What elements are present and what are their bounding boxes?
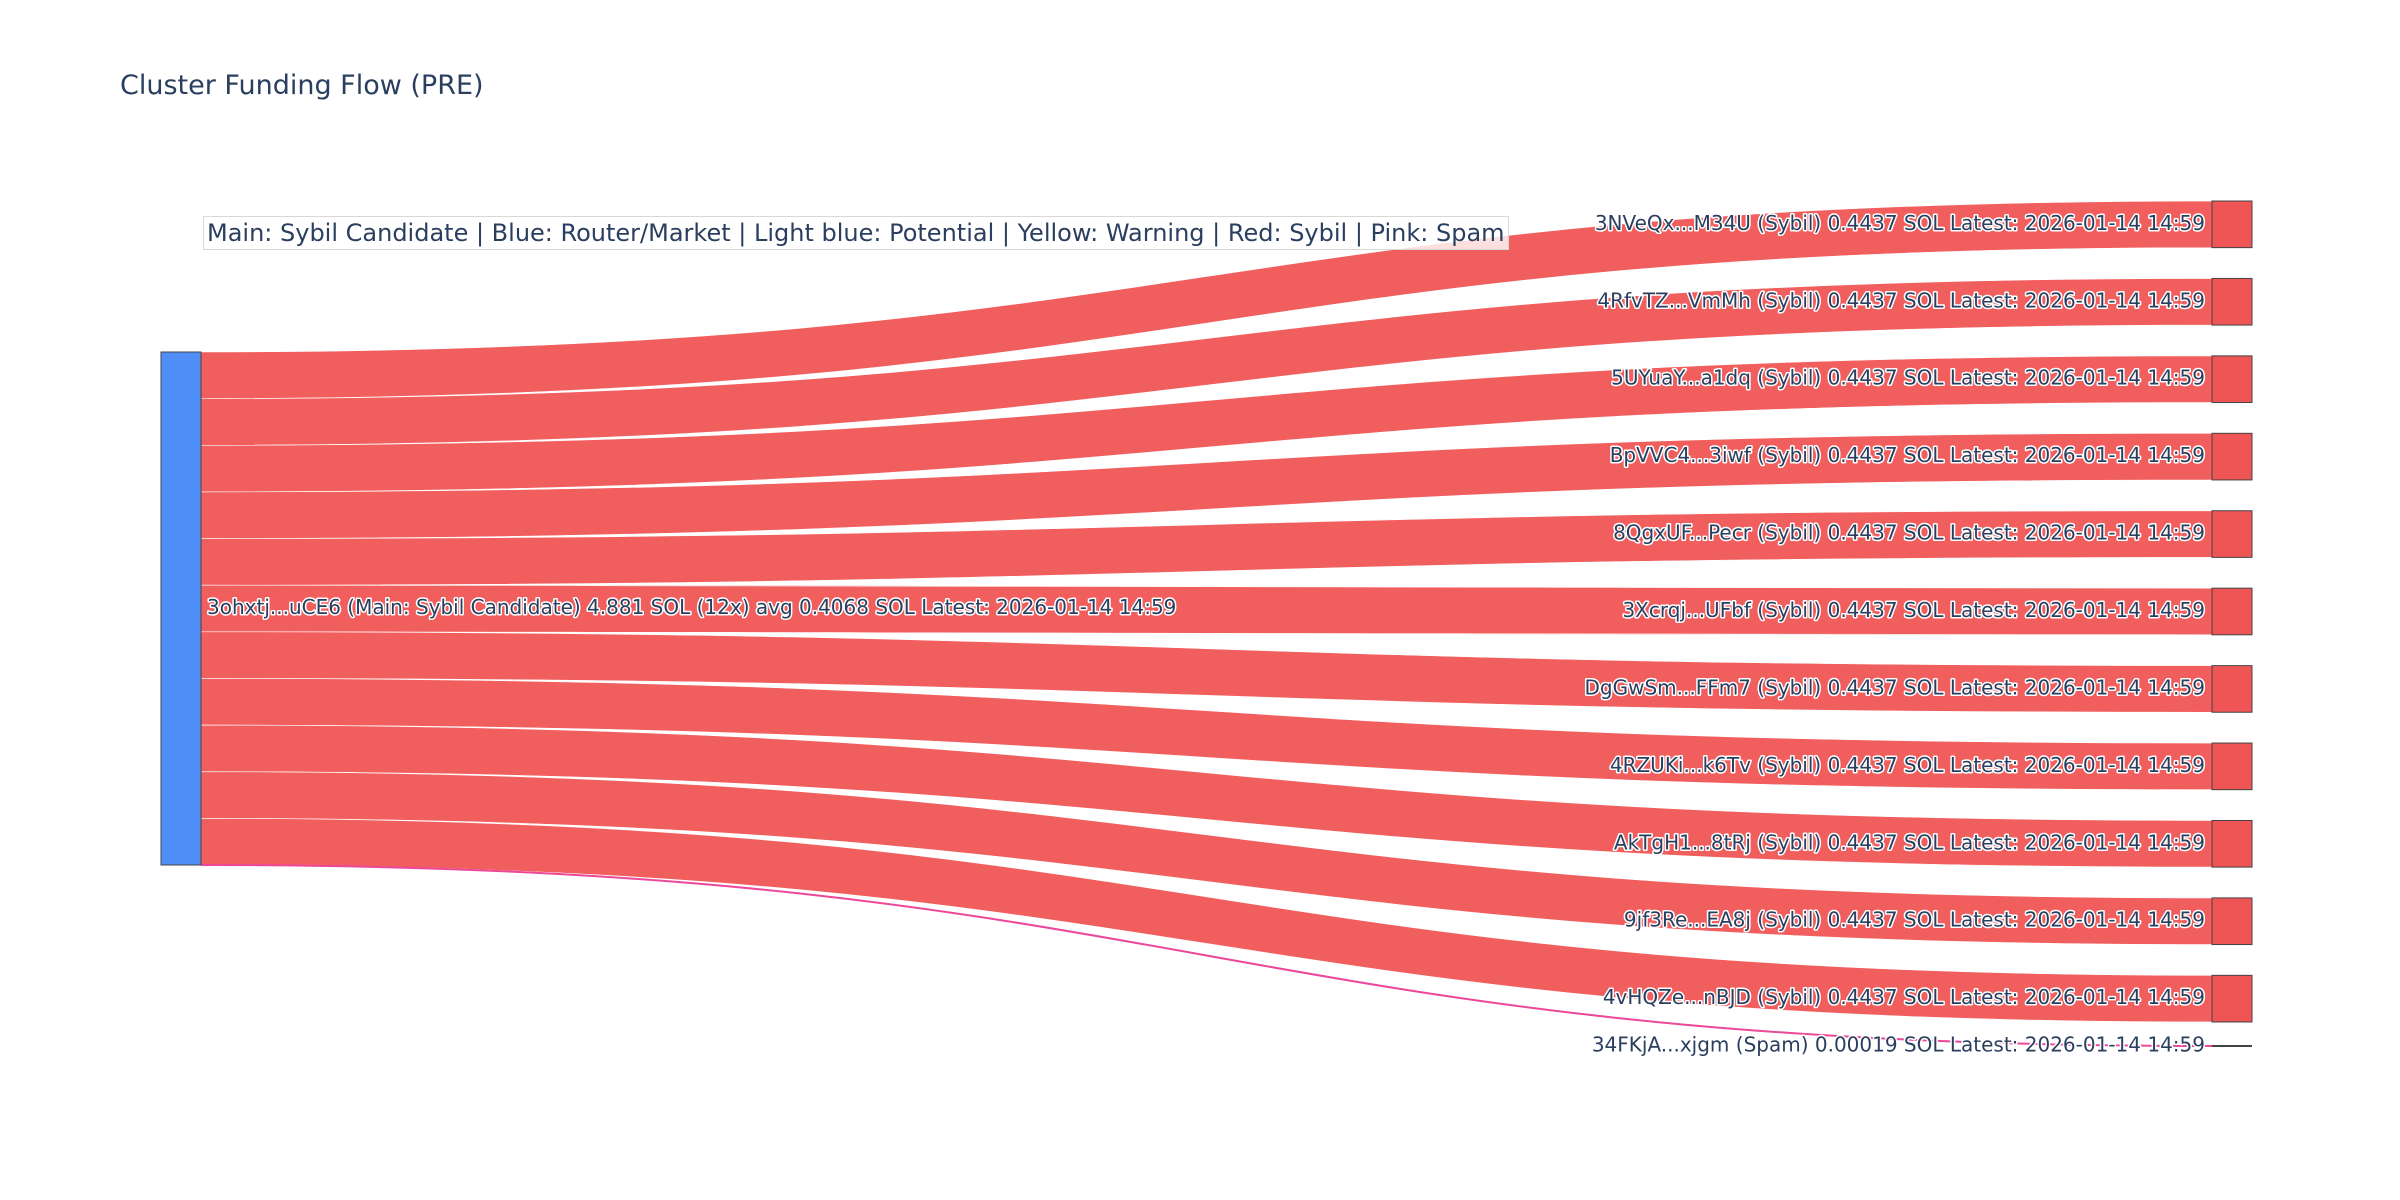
target-node-label: 4vHQZe...nBJD (Sybil) 0.4437 SOL Latest:…: [1603, 985, 2205, 1009]
target-node-label: BpVVC4...3iwf (Sybil) 0.4437 SOL Latest:…: [1610, 443, 2205, 467]
target-node-label: 34FKjA...xjgm (Spam) 0.00019 SOL Latest:…: [1592, 1033, 2205, 1057]
target-node-label: 3Xcrqj...UFbf (Sybil) 0.4437 SOL Latest:…: [1622, 598, 2205, 622]
sankey-labels: 3ohxtj...uCE6 (Main: Sybil Candidate) 4.…: [206, 209, 2207, 1058]
target-node-label: 4RZUKi...k6Tv (Sybil) 0.4437 SOL Latest:…: [1610, 753, 2205, 777]
target-node-label: 9jf3Re...EA8j (Sybil) 0.4437 SOL Latest:…: [1624, 908, 2205, 932]
legend-note: Main: Sybil Candidate | Blue: Router/Mar…: [203, 216, 1509, 250]
sankey-nodes: [160, 200, 2253, 1047]
source-node-label: 3ohxtj...uCE6 (Main: Sybil Candidate) 4.…: [207, 595, 1176, 619]
target-node-label: 8QgxUF...Pecr (Sybil) 0.4437 SOL Latest:…: [1613, 521, 2205, 545]
target-node[interactable]: [2211, 665, 2253, 713]
target-node[interactable]: [2211, 819, 2253, 868]
chart-title: Cluster Funding Flow (PRE): [120, 70, 484, 101]
target-node[interactable]: [2211, 974, 2253, 1023]
flow-link[interactable]: [200, 863, 2213, 1047]
target-node[interactable]: [2211, 742, 2253, 791]
target-node-label: 5UYuaY...a1dq (Sybil) 0.4437 SOL Latest:…: [1611, 366, 2205, 390]
target-node-label: 3NVeQx...M34U (Sybil) 0.4437 SOL Latest:…: [1595, 211, 2205, 235]
target-node[interactable]: [2211, 510, 2253, 558]
sankey-links: [200, 200, 2213, 1047]
target-node[interactable]: [2211, 897, 2253, 946]
target-node-label: 4RfvTZ...VmMh (Sybil) 0.4437 SOL Latest:…: [1597, 288, 2205, 312]
target-node[interactable]: [2211, 432, 2253, 481]
target-node[interactable]: [2211, 200, 2253, 249]
target-node-label: AkTgH1...8tRj (Sybil) 0.4437 SOL Latest:…: [1614, 830, 2205, 854]
target-node[interactable]: [2211, 355, 2253, 404]
target-node-label: DgGwSm...FFm7 (Sybil) 0.4437 SOL Latest:…: [1585, 675, 2205, 699]
source-node[interactable]: [160, 351, 202, 866]
target-node[interactable]: [2211, 277, 2253, 326]
target-node[interactable]: [2211, 587, 2253, 636]
